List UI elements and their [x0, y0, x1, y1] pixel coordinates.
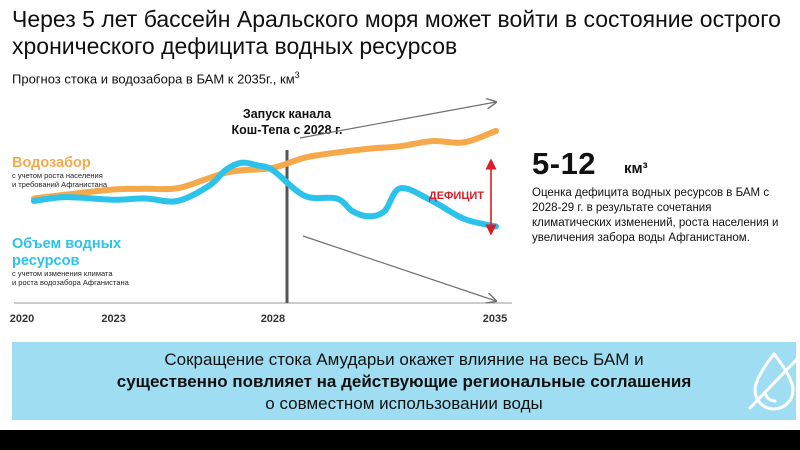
- crossed-out-water-drop-icon: [748, 351, 800, 411]
- deficit-estimate-description: Оценка дефицита водных ресурсов в БАМ с …: [532, 187, 779, 244]
- legend-resources-note-line2: и роста водозабора Афганистана: [12, 278, 130, 287]
- banner-line-2: существенно повлияет на действующие реги…: [12, 371, 796, 393]
- conclusion-banner: Сокращение стока Амударьи окажет влияние…: [12, 342, 800, 420]
- x-axis: 2020 2023 2028 2035: [10, 313, 507, 325]
- canal-launch-label-line2: Кош-Тепа с 2028 г.: [232, 123, 343, 137]
- legend-withdrawal-note-line1: с учетом роста населения: [12, 171, 103, 180]
- legend-resources-name-line1: Объем водных: [12, 236, 121, 252]
- chart-subtitle-text: Прогноз стока и водозабора в БАМ к 2035г…: [12, 71, 295, 87]
- legend-resources-name-line2: ресурсов: [12, 253, 79, 269]
- legend-withdrawal-name: Водозабор: [12, 155, 91, 171]
- series-layer: [30, 127, 499, 230]
- lower-trend-arrow: [302, 235, 496, 301]
- chart-subtitle-unit-sup: 3: [294, 70, 300, 80]
- deficit-estimate-unit: км³: [624, 160, 648, 177]
- deficit-estimate-value: 5-12: [532, 146, 597, 181]
- banner-line-1: Сокращение стока Амударьи окажет влияние…: [164, 350, 644, 369]
- page-title: Через 5 лет бассейн Аральского моря може…: [12, 6, 781, 59]
- canal-launch-label-line1: Запуск канала: [243, 107, 332, 121]
- upper-trend-arrow: [299, 102, 496, 139]
- legend-withdrawal-note-line2: и требований Афганистана: [12, 180, 108, 189]
- chart-subtitle: Прогноз стока и водозабора в БАМ к 2035г…: [12, 70, 300, 86]
- x-tick-label: 2028: [261, 313, 285, 325]
- x-tick-label: 2035: [483, 313, 507, 325]
- deficit-label: ДЕФИЦИТ: [429, 190, 484, 202]
- x-tick-label: 2020: [10, 313, 34, 325]
- x-tick-label: 2023: [101, 313, 125, 325]
- banner-line-3: о совместном использовании воды: [265, 394, 543, 413]
- legend-resources-note-line1: с учетом изменения климата: [12, 269, 113, 278]
- banner-text: Сокращение стока Амударьи окажет влияние…: [12, 349, 796, 415]
- banner-line-2-bold: существенно повлияет на действующие реги…: [116, 372, 692, 391]
- water-resources-line: [30, 159, 499, 230]
- bottom-bar: [0, 430, 800, 450]
- withdrawal-line: [30, 127, 499, 202]
